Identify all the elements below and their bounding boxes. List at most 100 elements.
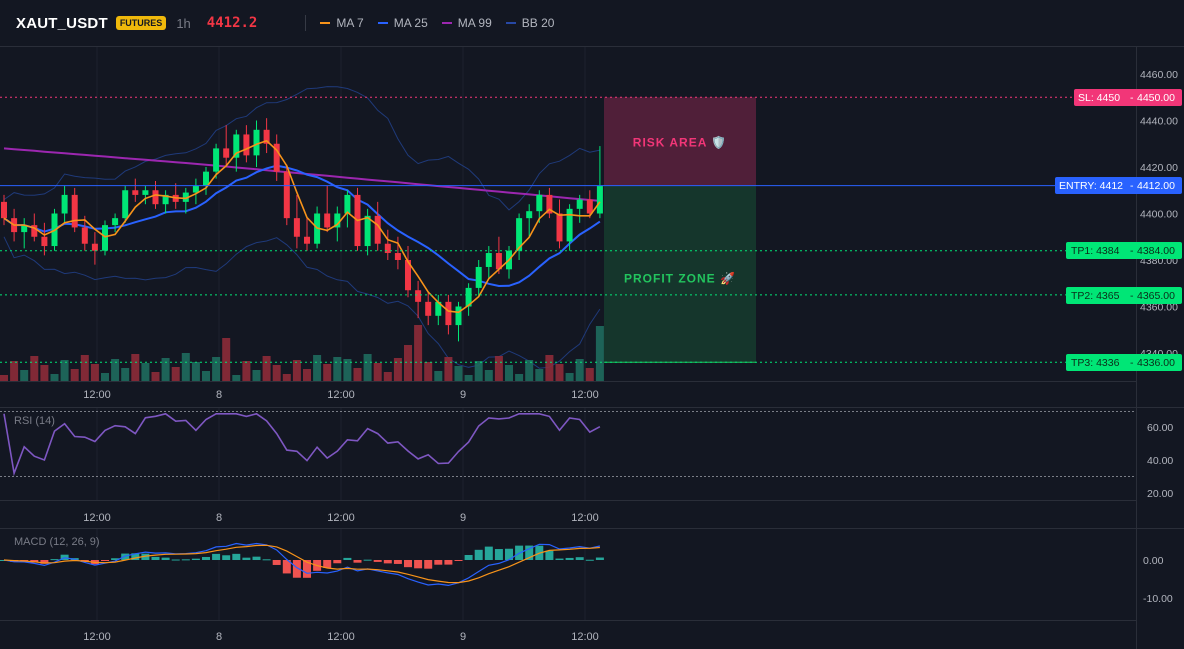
macd-tick-label: -10.00	[1143, 593, 1173, 605]
macd-histogram-bar	[545, 550, 554, 560]
legend-bb20[interactable]: BB 20	[505, 16, 555, 30]
macd-title: MACD (12, 26, 9)	[14, 536, 100, 548]
volume-bar	[575, 359, 584, 381]
ma25-swatch	[377, 22, 388, 24]
volume-bar	[303, 369, 311, 381]
macd-histogram-bar	[373, 560, 382, 562]
macd-histogram-bar	[333, 560, 342, 564]
macd-histogram-bar	[191, 558, 200, 560]
candle-body	[485, 253, 492, 267]
candle-body	[283, 171, 290, 219]
legend-ma25-label: MA 25	[393, 16, 428, 30]
candle-body	[324, 213, 331, 228]
time-tick-label: 12:00	[571, 631, 599, 643]
volume-bar	[343, 359, 352, 381]
rsi-tick-label: 60.00	[1147, 422, 1173, 434]
volume-bar	[363, 354, 372, 381]
candle-body	[213, 148, 220, 172]
bb20-swatch	[505, 22, 516, 24]
candle-body	[102, 225, 108, 251]
macd-histogram-bar	[505, 548, 513, 560]
tp1-text: TP1: 4384	[1071, 245, 1120, 257]
legend-ma25[interactable]: MA 25	[377, 16, 428, 30]
macd-histogram-bar	[404, 560, 412, 568]
candle-body	[384, 243, 391, 254]
macd-pane: 0.00 -10.00	[0, 542, 1173, 605]
tp2-price: 4365.00	[1137, 290, 1175, 302]
macd-histogram-bar	[444, 560, 453, 565]
volume-bar	[50, 374, 59, 381]
macd-histogram-bar	[151, 556, 160, 560]
time-tick-label: 12:00	[83, 512, 111, 524]
legend-ma7[interactable]: MA 7	[320, 16, 364, 30]
macd-histogram-bar	[585, 559, 594, 561]
volume-bar	[454, 366, 463, 381]
time-tick-label: 12:00	[327, 631, 355, 643]
candle-body	[293, 218, 300, 237]
price-tick-label: 4460.00	[1140, 69, 1178, 81]
volume-bar	[30, 356, 39, 381]
time-tick-label: 12:00	[571, 389, 599, 401]
candle-body	[334, 213, 341, 228]
candle-body	[536, 194, 543, 212]
price-tick-label: 4360.00	[1140, 302, 1178, 314]
macd-histogram-bar	[555, 558, 564, 560]
interval-label[interactable]: 1h	[176, 15, 191, 31]
macd-histogram-bar	[282, 560, 291, 574]
candle-body	[21, 225, 28, 233]
time-tick-label: 12:00	[327, 389, 355, 401]
volume-bar	[80, 355, 89, 381]
macd-histogram-bar	[565, 557, 574, 560]
tp1-price: 4384.00	[1137, 245, 1175, 257]
candle-body	[455, 306, 462, 326]
rsi-pane: 60.00 40.00 20.00	[0, 411, 1173, 500]
macd-axis: 0.00 -10.00	[1143, 555, 1173, 605]
rsi-tick-label: 20.00	[1147, 488, 1173, 500]
volume-bar	[555, 364, 564, 381]
volume-bar	[232, 375, 241, 381]
volume-bar	[272, 365, 281, 381]
tp2-text: TP2: 4365	[1071, 290, 1120, 302]
time-tick-label: 8	[216, 389, 222, 401]
symbol-name[interactable]: XAUT_USDT	[16, 14, 108, 32]
sl-label: SL: 4450 - 4450.00	[1074, 89, 1182, 106]
volume-bar	[424, 362, 433, 381]
candle-body	[596, 185, 603, 214]
macd-histogram-bar	[101, 560, 109, 561]
trade-zones: RISK AREA 🛡️ PROFIT ZONE 🚀	[604, 97, 756, 363]
tp3-label: TP3: 4336 - 4336.00	[1066, 354, 1182, 371]
candle-body	[405, 260, 411, 291]
legend-bb20-label: BB 20	[521, 16, 555, 30]
volume-bar	[525, 360, 534, 381]
candle-body	[182, 192, 189, 202]
level-labels: SL: 4450 - 4450.00 ENTRY: 4412 - 4412.00…	[1055, 89, 1182, 371]
entry-price: 4412.00	[1137, 180, 1175, 192]
legend-ma99[interactable]: MA 99	[441, 16, 492, 30]
volume-bar	[494, 356, 503, 381]
volume-bar	[252, 370, 261, 381]
macd-histogram-bar	[40, 560, 49, 564]
volume-bar	[515, 374, 524, 381]
candle-body	[112, 218, 119, 226]
macd-histogram-bar	[494, 549, 503, 560]
volume-bar	[151, 372, 160, 381]
entry-label: ENTRY: 4412 - 4412.00	[1055, 177, 1182, 194]
volume-bar	[474, 361, 483, 381]
tp2-dash: -	[1130, 290, 1134, 302]
macd-histogram-bar	[575, 557, 584, 560]
legend-ma7-label: MA 7	[336, 16, 364, 30]
candle-body	[465, 287, 472, 307]
risk-area-label: RISK AREA 🛡️	[633, 135, 727, 149]
macd-histogram-bar	[131, 553, 140, 560]
tp2-label: TP2: 4365 - 4365.00	[1066, 287, 1182, 304]
candle-body	[364, 215, 371, 247]
volume-bar	[101, 373, 109, 381]
volume-bar	[262, 356, 271, 381]
macd-histogram-bar	[525, 545, 534, 560]
volume-bars	[0, 325, 604, 381]
volume-bar	[10, 361, 19, 381]
candle-body	[526, 211, 533, 219]
sl-text: SL: 4450	[1078, 92, 1120, 104]
price-tick-label: 4400.00	[1140, 209, 1178, 221]
